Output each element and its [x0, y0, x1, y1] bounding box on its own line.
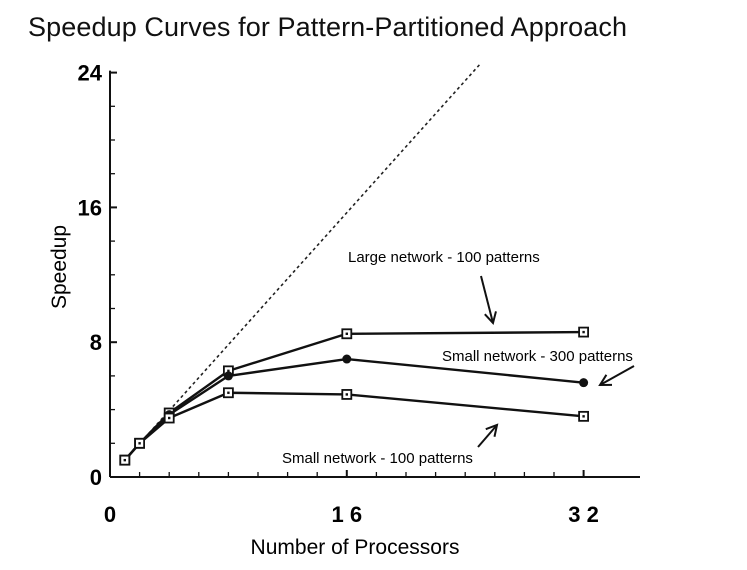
ideal-speedup-line	[124, 63, 481, 461]
data-point-filled-circle	[579, 378, 589, 388]
annotation-arrow-shaft	[477, 424, 498, 448]
annotation-arrow-head	[484, 311, 497, 326]
data-point-square-center	[168, 416, 171, 420]
series-annotation: Small network - 100 patterns	[282, 450, 473, 467]
annotation-arrow-head	[485, 423, 499, 437]
y-tick-label: 0	[90, 465, 102, 490]
annotation-arrow-head	[598, 374, 613, 387]
data-point-square-center	[345, 393, 348, 396]
data-point-square-center	[582, 415, 585, 418]
series-annotation: Large network - 100 patterns	[348, 249, 540, 266]
y-tick-label: 8	[90, 330, 102, 355]
y-tick-label: 24	[78, 61, 103, 86]
data-point-square-center	[227, 369, 230, 373]
annotations: Large network - 100 patterns Small networ…	[282, 249, 635, 467]
x-axis-label: Number of Processors	[251, 536, 460, 559]
x-tick-label: 3 2	[568, 502, 599, 527]
axis-ticks: 0 8 16 24 0 1 6 3 2	[78, 61, 599, 527]
chart-title: Speedup Curves for Pattern-Partitioned A…	[28, 12, 628, 42]
annotation-arrow-shaft	[480, 275, 494, 324]
y-tick-label: 16	[78, 195, 102, 220]
series-3	[119, 387, 589, 466]
series-annotation: Small network - 300 patterns	[442, 348, 633, 365]
data-point-square-center	[138, 442, 141, 445]
x-tick-label: 0	[104, 502, 116, 527]
series-layer	[119, 326, 589, 466]
axes	[109, 70, 640, 478]
y-axis-label: Speedup	[48, 225, 71, 309]
data-point-square-center	[227, 391, 230, 394]
data-point-filled-circle	[223, 371, 233, 381]
x-tick-label: 1 6	[332, 502, 363, 527]
data-point-filled-circle	[342, 354, 352, 364]
annotation-arrow-shaft	[599, 365, 635, 386]
data-point-square-center	[345, 332, 348, 335]
data-point-square-center	[582, 330, 585, 334]
data-point-square-center	[123, 458, 126, 462]
